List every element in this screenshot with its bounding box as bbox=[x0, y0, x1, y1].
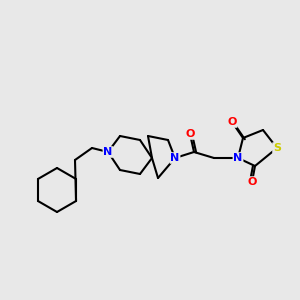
Text: O: O bbox=[227, 117, 237, 127]
Text: O: O bbox=[247, 177, 257, 187]
Text: S: S bbox=[273, 143, 281, 153]
Text: N: N bbox=[170, 153, 180, 163]
Text: O: O bbox=[185, 129, 195, 139]
Text: N: N bbox=[103, 147, 112, 157]
Text: N: N bbox=[233, 153, 243, 163]
